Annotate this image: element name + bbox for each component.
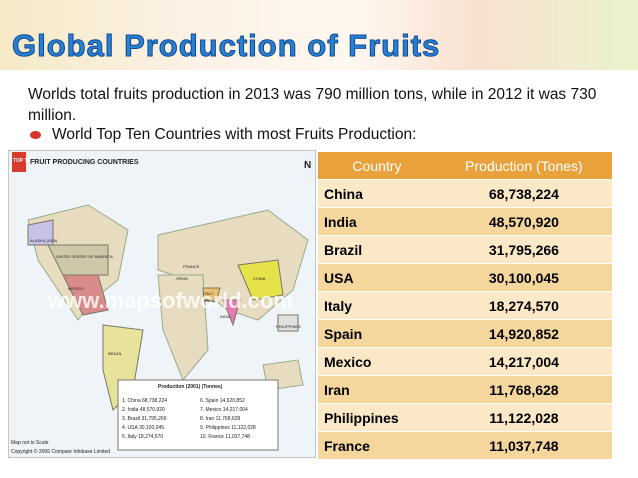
table-cell: 48,570,920 [435,207,612,236]
table-cell: 11,122,028 [435,403,612,432]
map-label: SPAIN [176,276,188,281]
map-legend-item: 6. Spain 14,920,852 [200,398,245,404]
map-label: FRANCE [183,264,200,269]
table-cell: 30,100,045 [435,263,612,292]
map-legend-heading: Production (2001) (Tonnes) [158,384,223,390]
table-row: India 48,570,920 [318,207,612,236]
map-legend-item: 8. Iran 11,768,628 [200,416,240,422]
table-cell: Brazil [318,235,436,264]
map-label: INDIA [220,314,231,319]
table-cell: Spain [318,319,436,348]
table-cell: Iran [318,375,436,404]
table-cell: 11,768,628 [435,375,612,404]
table-cell: 14,217,004 [435,347,612,376]
table-cell: 14,920,852 [435,319,612,348]
map-label: ALASKA (USA) [30,238,58,243]
map-legend-item: 3. Brazil 31,795,266 [122,416,167,422]
table-cell: Mexico [318,347,436,376]
data-table: Country Production (Tones) China 68,738,224… [318,152,612,460]
map-watermark: www.mapsofworld.com [47,288,293,313]
map-legend-item: 2. India 48,570,920 [122,407,165,413]
map-heading: FRUIT PRODUCING COUNTRIES [30,159,139,166]
map-legend-item: 4. USA 30,100,045 [122,425,164,431]
map-label: IRAN [204,298,214,303]
table-cell: Philippines [318,403,436,432]
table-row: Italy 18,274,570 [318,291,612,320]
table-cell: Italy [318,291,436,320]
map-legend-item: 5. Italy 18,274,570 [122,434,163,440]
table-cell: China [318,179,436,208]
table-cell: France [318,431,436,460]
map-legend-item: 1. China 68,738,224 [122,398,167,404]
map-badge: TOP TEN [13,158,35,164]
table-cell: USA [318,263,436,292]
map-scale-note: Map not to Scale [11,440,49,446]
table-row: Mexico 14,217,004 [318,347,612,376]
bullet-icon [30,131,41,139]
title: Global Production of Fruits [11,28,441,64]
intro: Worlds total fruits production in 2013 w… [28,86,597,124]
table-cell: India [318,207,436,236]
map-label: PHILIPPINES [276,324,301,329]
table-row: Spain 14,920,852 [318,319,612,348]
table-row: Philippines 11,122,028 [318,403,612,432]
header-cell: Country [318,152,436,180]
table-row: France 11,037,748 [318,431,612,460]
north-arrow: N [304,160,311,171]
table-cell: 11,037,748 [435,431,612,460]
map-label: UNITED STATES OF AMERICA [56,254,113,259]
map-copyright: Copyright © 2006 Compare Infobase Limite… [11,448,110,455]
map-legend-item: 10. France 11,037,748 [200,434,250,440]
map-label: BRAZIL [108,351,123,356]
table-row: Brazil 31,795,266 [318,235,612,264]
map-legend-item: 9. Philippines 11,122,028 [200,425,256,431]
header-cell: Production (Tones) [435,152,612,180]
map-label: ITALY [203,291,214,296]
table-row: Country Production (Tones) [318,152,612,180]
map-label: CHINA [253,276,266,281]
table-cell: 31,795,266 [435,235,612,264]
bullet: World Top Ten Countries with most Fruits… [52,126,417,143]
banner [0,0,638,70]
table-row: Iran 11,768,628 [318,375,612,404]
table-cell: 18,274,570 [435,291,612,320]
table-row: USA 30,100,045 [318,263,612,292]
map-legend-item: 7. Mexico 14,217,004 [200,407,248,413]
table-row: China 68,738,224 [318,179,612,208]
table-cell: 68,738,224 [435,179,612,208]
map-label: MEXICO [68,286,84,291]
